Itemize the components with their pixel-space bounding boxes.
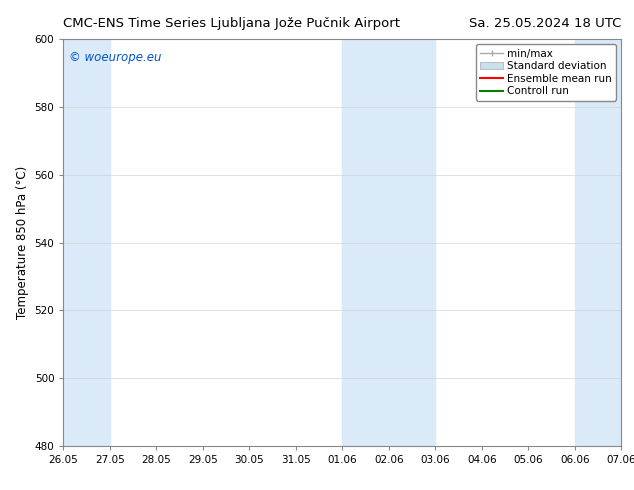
Text: CMC-ENS Time Series Ljubljana Jože Pučnik Airport: CMC-ENS Time Series Ljubljana Jože Pučni… [63,17,401,30]
Y-axis label: Temperature 850 hPa (°C): Temperature 850 hPa (°C) [16,166,29,319]
Text: © woeurope.eu: © woeurope.eu [69,51,162,64]
Bar [575,39,621,446]
Text: Sa. 25.05.2024 18 UTC: Sa. 25.05.2024 18 UTC [469,17,621,30]
Bar [63,39,110,446]
Legend: min/max, Standard deviation, Ensemble mean run, Controll run: min/max, Standard deviation, Ensemble me… [476,45,616,100]
Bar [342,39,436,446]
